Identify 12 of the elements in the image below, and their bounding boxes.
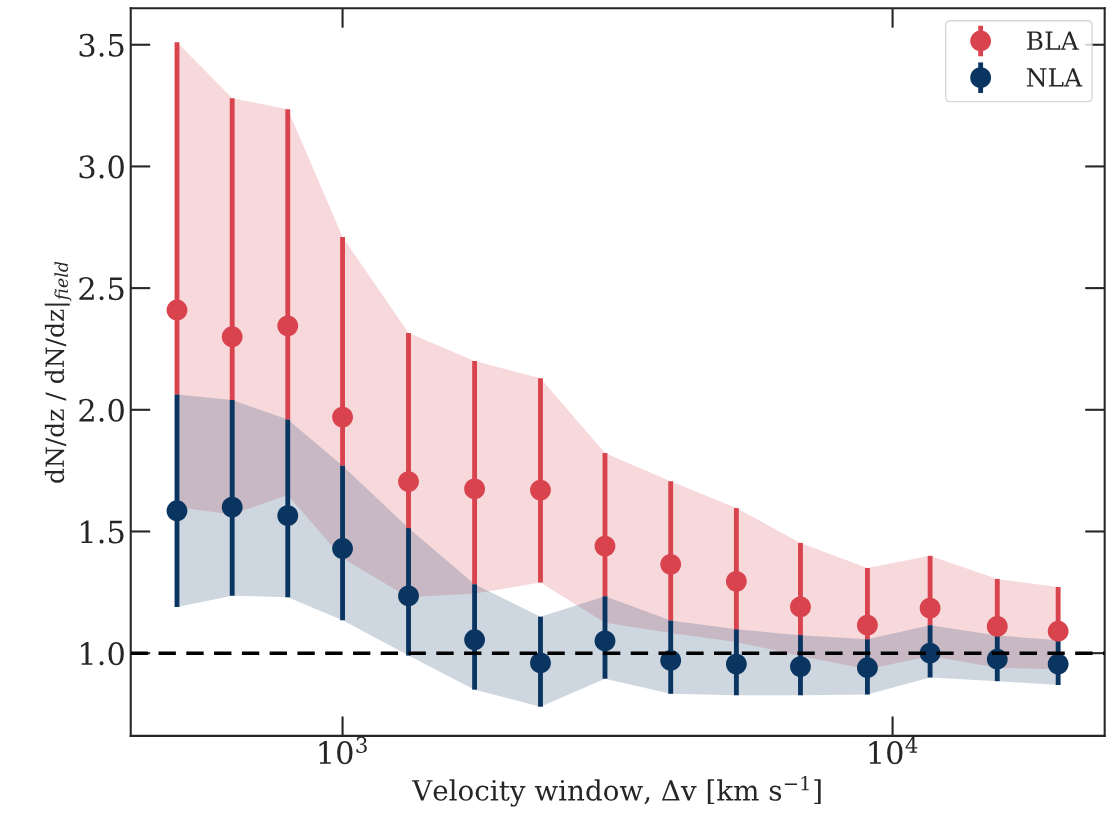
legend-label: BLA <box>1027 31 1079 50</box>
y-tick-label: 3.0 <box>79 155 124 179</box>
y-tick-label: 3.5 <box>79 33 124 57</box>
legend-label: NLA <box>1026 68 1083 87</box>
y-axis-title: dN/dz / dN/dz|$_{field}$ <box>44 261 72 483</box>
x-tick-label: 10$^{3}$ <box>319 736 367 765</box>
y-tick-label: 2.0 <box>79 398 124 422</box>
y-tick-label: 1.0 <box>81 642 124 666</box>
x-tick-label: 10$^{4}$ <box>869 736 918 765</box>
y-tick-label: 2.5 <box>79 277 124 301</box>
x-axis-title: Velocity window, Δv [km s$^{−1}$] <box>411 775 821 807</box>
y-tick-label: 1.5 <box>81 520 124 544</box>
